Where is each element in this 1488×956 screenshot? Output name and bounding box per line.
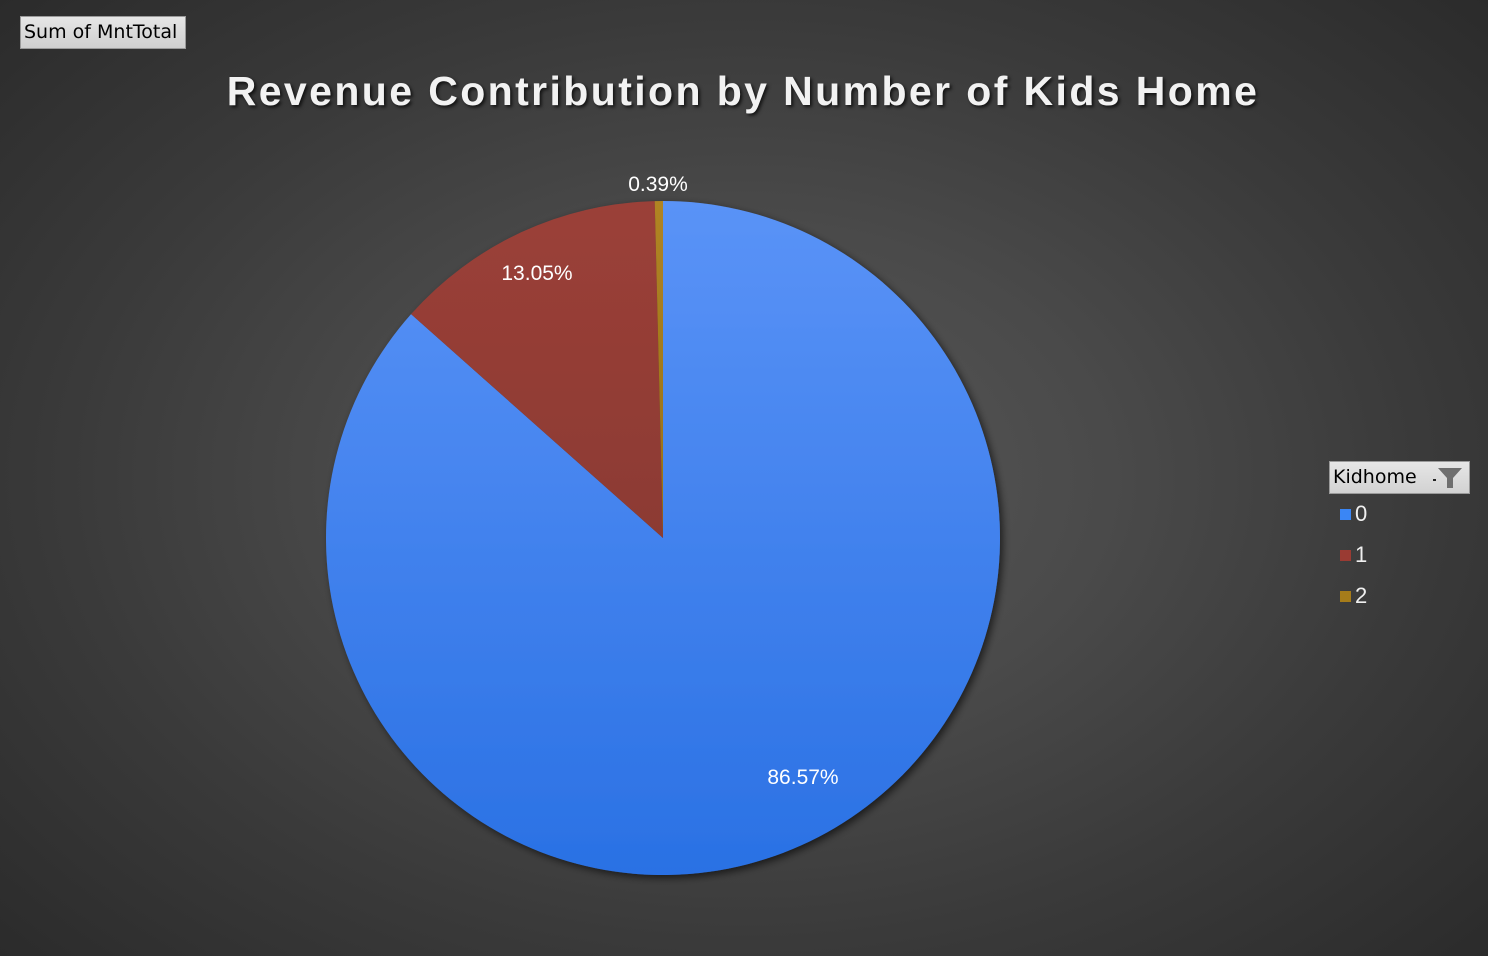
value-field-button[interactable]: Sum of MntTotal xyxy=(20,16,186,49)
legend-swatch-icon xyxy=(1340,591,1351,602)
legend-field-button[interactable]: Kidhome xyxy=(1329,461,1470,494)
pie-slice-1[interactable] xyxy=(411,201,663,538)
legend: Kidhome 0 1 2 xyxy=(1329,461,1470,618)
legend-swatch-icon xyxy=(1340,550,1351,561)
legend-item-1[interactable]: 1 xyxy=(1329,536,1470,577)
legend-label: 2 xyxy=(1355,583,1368,608)
legend-swatch-icon xyxy=(1340,509,1351,520)
legend-label: 1 xyxy=(1355,542,1368,567)
funnel-filter-icon[interactable] xyxy=(1437,466,1463,490)
legend-item-0[interactable]: 0 xyxy=(1329,495,1470,536)
pie-slice-2[interactable] xyxy=(654,201,663,538)
dropdown-indicator-icon xyxy=(1433,479,1436,481)
chart-title: Revenue Contribution by Number of Kids H… xyxy=(226,68,1260,114)
data-label-2: 0.39% xyxy=(628,173,688,196)
legend-title: Kidhome xyxy=(1333,466,1417,488)
legend-label: 0 xyxy=(1355,501,1368,526)
pie-slice-0[interactable] xyxy=(326,201,1001,876)
legend-item-2[interactable]: 2 xyxy=(1329,577,1470,618)
